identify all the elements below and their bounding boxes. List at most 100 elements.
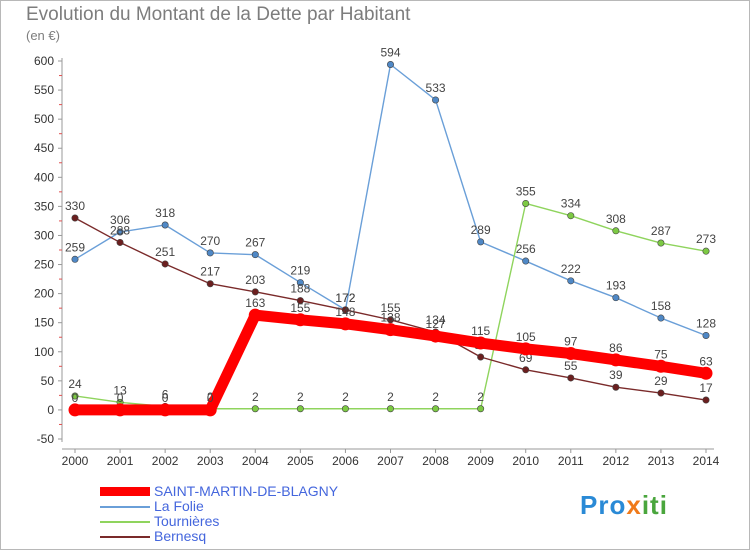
data-label-la-folie-2005: 219 bbox=[290, 264, 310, 278]
data-label-la-folie-2011: 222 bbox=[561, 262, 581, 276]
x-tick-label-2011: 2011 bbox=[558, 454, 584, 468]
point-tourni-res-2012 bbox=[612, 227, 620, 235]
point-tourni-res-2013 bbox=[657, 239, 665, 247]
x-tick-label-2004: 2004 bbox=[242, 454, 269, 468]
data-label-bernesq-2004: 203 bbox=[245, 273, 265, 287]
point-bernesq-2012 bbox=[612, 383, 620, 391]
data-label-saint-martin-de-blagny-2000: 0 bbox=[72, 391, 79, 405]
point-saint-martin-de-blagny-2000 bbox=[68, 403, 82, 417]
data-label-saint-martin-de-blagny-2014: 63 bbox=[699, 354, 713, 368]
data-label-saint-martin-de-blagny-2011: 97 bbox=[564, 335, 578, 349]
data-label-la-folie-2012: 193 bbox=[606, 279, 626, 293]
y-tick-label-6: 250 bbox=[34, 258, 54, 272]
point-la-folie-2008 bbox=[432, 96, 440, 104]
legend-item-tournieres[interactable]: Tournières bbox=[100, 513, 400, 529]
y-tick-label-0: -50 bbox=[37, 432, 55, 446]
data-label-tourni-res-2006: 2 bbox=[342, 390, 349, 404]
point-bernesq-2007 bbox=[386, 316, 394, 324]
data-label-tourni-res-2011: 334 bbox=[561, 197, 581, 211]
data-label-saint-martin-de-blagny-2006: 148 bbox=[335, 305, 355, 319]
point-bernesq-2005 bbox=[296, 297, 304, 305]
legend-swatch-saint-martin bbox=[100, 487, 150, 496]
data-label-la-folie-2000: 259 bbox=[65, 240, 85, 254]
y-tick-label-11: 500 bbox=[34, 112, 54, 126]
data-label-bernesq-2011: 55 bbox=[564, 359, 578, 373]
legend-item-la-folie[interactable]: La Folie bbox=[100, 498, 400, 514]
legend-swatch-tournieres bbox=[100, 521, 150, 523]
y-tick-label-10: 450 bbox=[34, 141, 54, 155]
point-bernesq-2011 bbox=[567, 374, 575, 382]
data-label-tourni-res-2003: 2 bbox=[207, 390, 214, 404]
chart-title: Evolution du Montant de la Dette par Hab… bbox=[26, 4, 411, 25]
y-tick-label-2: 50 bbox=[41, 374, 55, 388]
point-saint-martin-de-blagny-2008 bbox=[429, 329, 443, 343]
x-tick-label-2003: 2003 bbox=[197, 454, 224, 468]
data-label-bernesq-2013: 29 bbox=[654, 374, 668, 388]
legend-item-bernesq[interactable]: Bernesq bbox=[100, 528, 400, 544]
legend-item-saint-martin[interactable]: SAINT-MARTIN-DE-BLAGNY bbox=[100, 483, 400, 499]
data-label-saint-martin-de-blagny-2013: 75 bbox=[654, 347, 668, 361]
data-label-tourni-res-2010: 355 bbox=[516, 184, 536, 198]
data-label-saint-martin-de-blagny-2005: 155 bbox=[290, 301, 310, 315]
point-bernesq-2000 bbox=[71, 214, 79, 222]
point-saint-martin-de-blagny-2006 bbox=[338, 317, 352, 331]
data-label-la-folie-2008: 533 bbox=[426, 81, 446, 95]
point-la-folie-2009 bbox=[477, 238, 485, 246]
point-la-folie-2005 bbox=[296, 279, 304, 287]
point-la-folie-2013 bbox=[657, 314, 665, 322]
legend-swatch-la-folie bbox=[100, 506, 150, 508]
point-saint-martin-de-blagny-2001 bbox=[113, 403, 127, 417]
point-saint-martin-de-blagny-2002 bbox=[158, 403, 172, 417]
legend-label-bernesq: Bernesq bbox=[154, 528, 207, 544]
data-label-saint-martin-de-blagny-2007: 138 bbox=[380, 311, 400, 325]
x-tick-label-2013: 2013 bbox=[648, 454, 675, 468]
point-saint-martin-de-blagny-2011 bbox=[564, 347, 578, 361]
point-la-folie-2007 bbox=[386, 60, 394, 68]
point-la-folie-2001 bbox=[116, 228, 124, 236]
y-tick-label-12: 550 bbox=[34, 83, 54, 97]
point-tourni-res-2009 bbox=[477, 405, 485, 413]
data-label-tourni-res-2001: 13 bbox=[113, 383, 127, 397]
data-label-la-folie-2006: 172 bbox=[335, 291, 355, 305]
data-label-tourni-res-2007: 2 bbox=[387, 390, 394, 404]
data-label-bernesq-2012: 39 bbox=[609, 368, 623, 382]
point-tourni-res-2006 bbox=[341, 405, 349, 413]
data-label-saint-martin-de-blagny-2002: 0 bbox=[162, 391, 169, 405]
point-saint-martin-de-blagny-2013 bbox=[654, 359, 668, 373]
point-bernesq-2001 bbox=[116, 238, 124, 246]
data-label-tourni-res-2000: 24 bbox=[68, 377, 82, 391]
y-tick-label-7: 300 bbox=[34, 228, 54, 242]
point-tourni-res-2005 bbox=[296, 405, 304, 413]
y-tick-label-8: 350 bbox=[34, 199, 54, 213]
point-saint-martin-de-blagny-2014 bbox=[699, 366, 713, 380]
data-label-saint-martin-de-blagny-2012: 86 bbox=[609, 341, 623, 355]
logo-part-3: iti bbox=[641, 490, 668, 520]
data-label-la-folie-2003: 270 bbox=[200, 234, 220, 248]
point-tourni-res-2011 bbox=[567, 212, 575, 220]
x-tick-label-2002: 2002 bbox=[152, 454, 179, 468]
data-label-tourni-res-2012: 308 bbox=[606, 212, 626, 226]
point-bernesq-2006 bbox=[341, 306, 349, 314]
point-bernesq-2004 bbox=[251, 288, 259, 296]
point-saint-martin-de-blagny-2007 bbox=[384, 323, 397, 337]
data-label-saint-martin-de-blagny-2009: 115 bbox=[471, 324, 490, 338]
point-saint-martin-de-blagny-2010 bbox=[519, 342, 533, 356]
point-la-folie-2010 bbox=[522, 257, 530, 265]
data-label-bernesq-2003: 217 bbox=[200, 265, 220, 279]
point-saint-martin-de-blagny-2003 bbox=[203, 403, 217, 417]
x-tick-label-2010: 2010 bbox=[512, 454, 539, 468]
data-label-saint-martin-de-blagny-2004: 163 bbox=[245, 296, 265, 310]
data-label-bernesq-2008: 134 bbox=[426, 313, 446, 327]
logo-part-1: Pro bbox=[580, 490, 627, 520]
y-tick-label-9: 400 bbox=[34, 170, 54, 184]
x-tick-label-2009: 2009 bbox=[467, 454, 494, 468]
point-saint-martin-de-blagny-2012 bbox=[609, 353, 623, 367]
point-saint-martin-de-blagny-2004 bbox=[248, 308, 262, 322]
point-bernesq-2009 bbox=[477, 353, 485, 361]
unit-label: (en €) bbox=[26, 28, 60, 43]
data-label-tourni-res-2014: 273 bbox=[696, 232, 716, 246]
data-label-tourni-res-2004: 2 bbox=[252, 390, 259, 404]
point-tourni-res-2004 bbox=[251, 405, 259, 413]
